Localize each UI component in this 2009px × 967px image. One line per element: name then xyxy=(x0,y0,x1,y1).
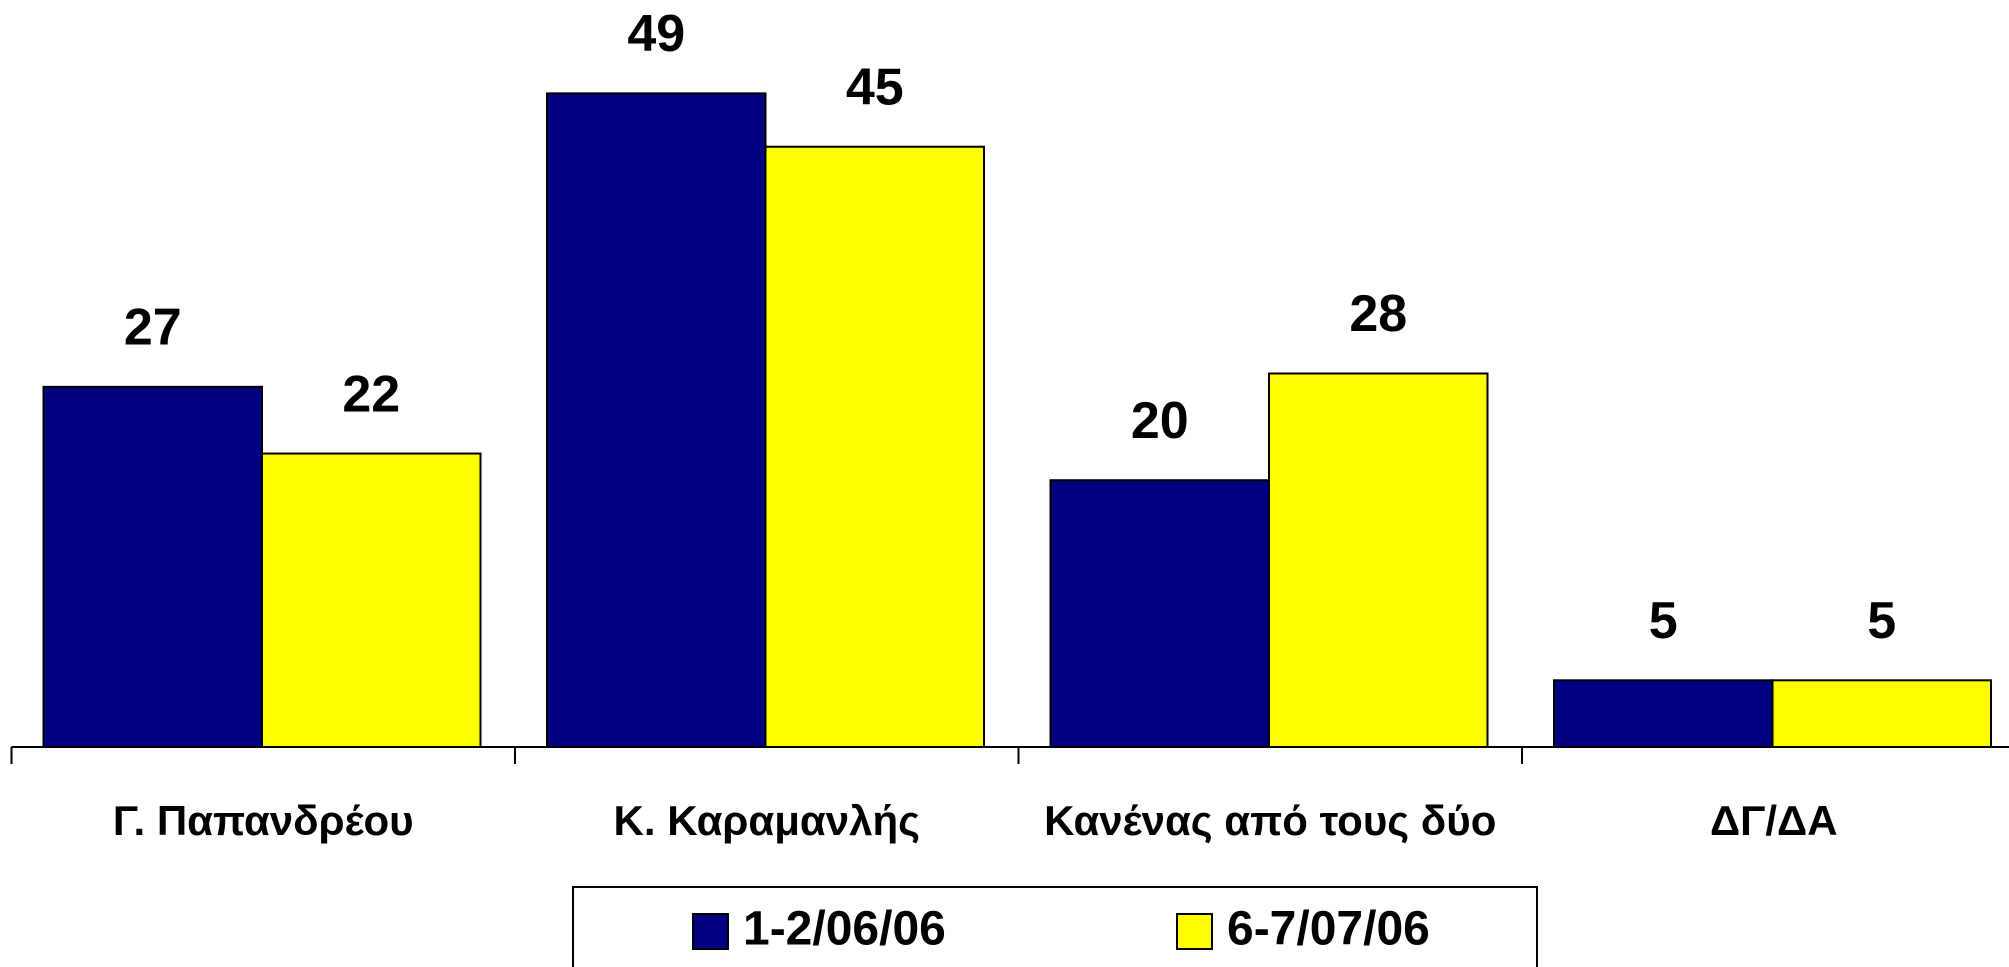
value-label: 27 xyxy=(124,299,182,357)
bar xyxy=(1049,479,1270,748)
bar xyxy=(546,92,767,748)
x-tick-label: Κ. Καραμανλής xyxy=(614,797,920,844)
value-label: 5 xyxy=(1649,592,1678,650)
value-label: 20 xyxy=(1131,392,1189,450)
legend-box xyxy=(572,886,1538,967)
bar xyxy=(42,385,263,748)
legend-label: 1-2/06/06 xyxy=(743,903,946,956)
bar xyxy=(1553,679,1774,749)
value-label: 22 xyxy=(342,365,400,423)
value-label: 49 xyxy=(627,5,685,63)
x-tick-label: Κανένας από τους δύο xyxy=(1044,797,1496,844)
bar xyxy=(1771,679,1992,749)
legend-swatch xyxy=(1176,913,1213,950)
x-tick-label: ΔΓ/ΔΑ xyxy=(1710,797,1838,844)
x-tick-label: Γ. Παπανδρέου xyxy=(113,797,414,844)
value-label: 28 xyxy=(1349,285,1407,343)
value-label: 5 xyxy=(1867,592,1896,650)
bar xyxy=(261,452,482,748)
bar xyxy=(1268,372,1489,748)
legend-swatch xyxy=(692,913,729,950)
bar xyxy=(764,145,985,749)
value-label: 45 xyxy=(846,58,904,116)
legend-label: 6-7/07/06 xyxy=(1227,903,1430,956)
